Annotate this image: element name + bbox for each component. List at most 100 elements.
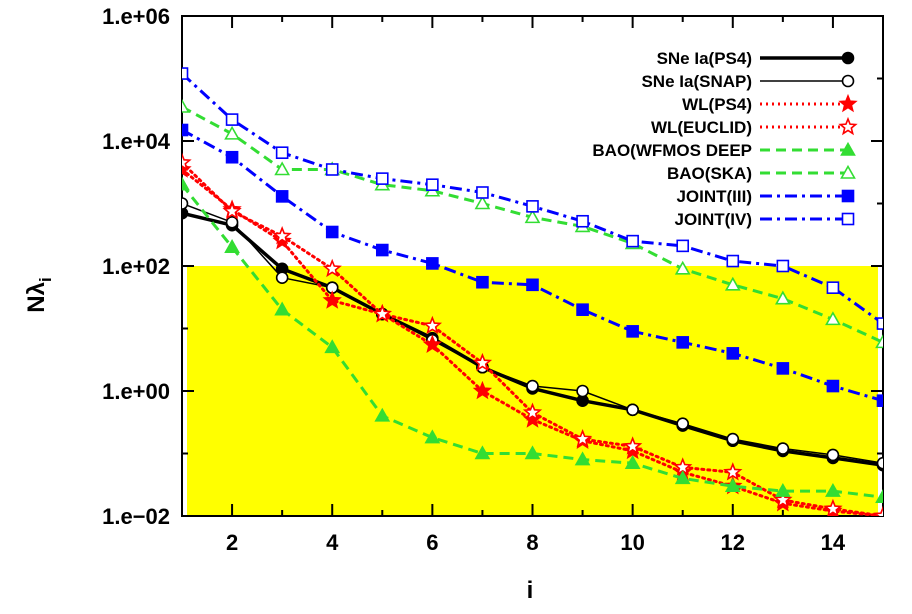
data-point [576,303,589,316]
data-point [224,125,240,140]
data-point [724,478,741,492]
data-point [275,190,289,203]
data-point [374,407,391,422]
data-point [676,417,690,430]
x-tick-label: 2 [226,530,238,555]
legend-marker [841,51,855,65]
data-point [826,448,840,462]
legend-label: BAO(SKA) [667,164,752,183]
data-point [422,315,443,335]
data-point [275,271,289,284]
y-tick-label: 1.e+06 [102,4,170,29]
data-point [724,276,741,291]
data-point [773,489,793,509]
legend-item: WL(PS4) [682,93,858,114]
data-point [474,445,491,460]
data-point [526,379,539,393]
legend-item: JOINT(IV) [675,210,855,229]
y-axis-title: Nλi [23,277,55,312]
data-point [324,339,341,354]
data-point [375,243,389,257]
legend-marker [840,164,856,179]
data-point [873,505,883,516]
y-tick-label: 1.e+04 [102,129,171,154]
data-point [275,146,289,159]
data-point [723,462,743,481]
y-tick-label: 1.e+00 [102,379,170,404]
series-layer [182,67,883,516]
data-point [776,442,790,455]
legend-item: BAO(SKA) [667,164,856,183]
legend-label: SNe Ia(SNAP) [641,72,752,91]
legend-item: JOINT(III) [676,187,855,206]
data-point [826,379,840,393]
data-point [572,428,593,448]
x-tick-label: 8 [526,530,538,555]
data-point [225,113,239,126]
data-point [225,150,239,164]
data-point [875,489,883,503]
data-point [182,176,190,191]
data-point [823,498,843,516]
data-point [726,254,740,268]
data-point [875,334,883,349]
data-point [876,456,883,470]
data-point [182,123,189,137]
data-point [576,214,589,228]
legend-marker [841,189,855,203]
axes: 2 4 6 8 10 12 14 1.e−02 1.e+00 1.e+02 1.e+04 1.e+06 [102,4,884,555]
data-point [422,334,443,353]
data-point [726,432,740,446]
data-point [182,206,189,220]
x-tick-label: 10 [620,530,644,555]
data-point [674,470,691,485]
data-point [426,178,439,191]
data-point [576,384,589,398]
data-point [776,362,790,375]
data-point [774,290,791,305]
data-point [776,259,790,273]
data-point [876,317,883,330]
data-point [274,161,291,176]
legend-marker [841,212,855,226]
data-point [222,201,242,220]
legend-item: WL(EUCLID) [651,116,858,137]
data-point [325,163,339,176]
legend-item: SNe Ia(PS4) [657,49,855,68]
data-point [474,195,491,210]
series-WL(EUCLID) [182,152,883,516]
data-point [372,303,392,323]
data-point [624,455,641,469]
data-point [826,281,840,294]
legend-item: BAO(WFMOS DEEP [592,141,856,160]
legend-label: JOINT(III) [676,187,752,206]
legend-marker [840,141,856,156]
data-point [426,257,439,270]
legend-label: SNe Ia(PS4) [657,49,752,68]
data-point [375,172,389,185]
legend-label: BAO(WFMOS DEEP [592,141,752,160]
data-point [322,258,342,278]
data-point [626,403,639,417]
x-tick-label: 6 [426,530,438,555]
y-tick-label: 1.e+02 [102,254,170,279]
data-point [674,260,691,275]
x-tick-label: 4 [326,530,339,555]
data-point [472,380,493,400]
legend-item: SNe Ia(SNAP) [641,72,855,91]
data-point [522,402,543,421]
data-point [476,186,489,199]
y-tick-label: 1.e−02 [102,504,170,529]
x-axis-title: i [527,577,534,604]
data-point [325,225,339,239]
data-point [274,301,291,316]
data-point [182,98,190,113]
data-point [626,234,639,248]
data-point [524,209,541,224]
data-point [182,67,189,80]
data-point [225,216,239,229]
data-point [526,278,539,292]
data-point [774,483,791,497]
data-point [622,436,643,455]
data-point [272,226,292,245]
